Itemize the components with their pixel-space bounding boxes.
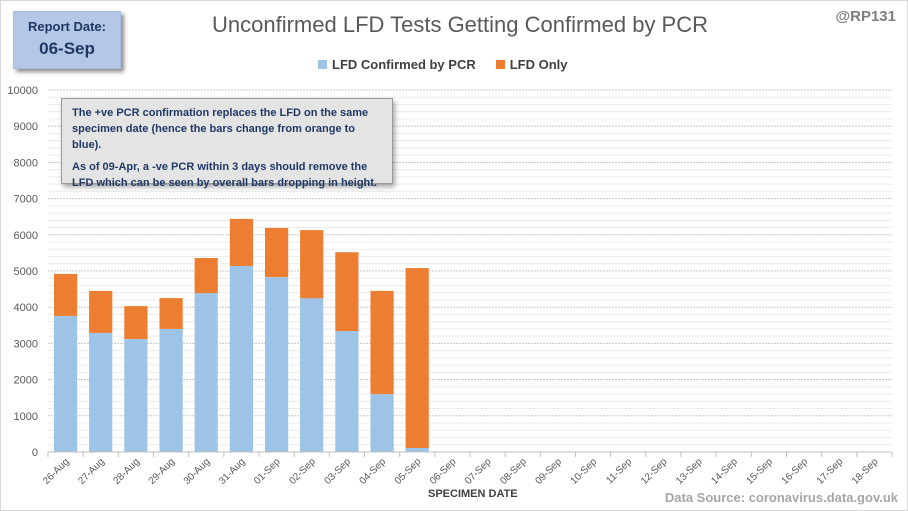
x-tick-label: 12-Sep [639, 456, 670, 487]
bar-confirmed-31-Aug [229, 265, 253, 452]
bar-lfd-only-26-Aug [54, 273, 78, 316]
x-tick-label: 03-Sep [322, 456, 353, 487]
x-tick-label: 02-Sep [287, 456, 318, 487]
y-axis-ticks: 0 1000 2000 3000 4000 5000 6000 7000 8000 9000 100… [7, 85, 38, 459]
x-tick-label: 08-Sep [498, 456, 529, 487]
x-tick-label: 28-Aug [111, 456, 142, 487]
bar-confirmed-02-Sep [300, 298, 324, 452]
x-tick-label: 29-Aug [147, 456, 178, 487]
x-tick-label: 30-Aug [182, 456, 213, 487]
note-line-1: The +ve PCR confirmation replaces the LF… [72, 107, 369, 151]
x-tick-label: 16-Sep [780, 456, 811, 487]
bar-lfd-only-27-Aug [89, 290, 113, 333]
bars [54, 218, 429, 452]
report-date-box: Report Date: 06-Sep [13, 11, 121, 69]
y-tick-label: 10000 [7, 85, 38, 97]
bar-confirmed-03-Sep [335, 331, 359, 452]
legend-swatch-confirmed [318, 60, 327, 69]
y-tick-label: 2000 [14, 375, 38, 387]
bar-confirmed-29-Aug [159, 328, 183, 452]
legend-item-lfd-only: LFD Only [495, 57, 568, 72]
chart-title: Unconfirmed LFD Tests Getting Confirmed … [212, 12, 708, 37]
legend-swatch-lfd-only [495, 60, 505, 69]
legend: LFD Confirmed by PCR LFD Only [318, 57, 568, 72]
bar-confirmed-30-Aug [194, 293, 218, 452]
bar-confirmed-04-Sep [370, 394, 394, 452]
x-tick-label: 01-Sep [252, 456, 283, 487]
y-tick-label: 4000 [14, 302, 38, 314]
x-tick-label: 07-Sep [463, 456, 494, 487]
x-tick-label: 04-Sep [358, 456, 389, 487]
legend-item-confirmed: LFD Confirmed by PCR [318, 57, 476, 72]
bar-confirmed-05-Sep [405, 448, 429, 452]
x-tick-label: 11-Sep [604, 456, 634, 486]
x-tick-label: 27-Aug [76, 456, 107, 487]
x-tick-label: 31-Aug [217, 456, 248, 487]
legend-label-confirmed: LFD Confirmed by PCR [332, 57, 476, 72]
x-tick-label: 13-Sep [674, 456, 705, 487]
bar-lfd-only-04-Sep [370, 290, 394, 395]
x-tick-label: 18-Sep [850, 456, 881, 487]
x-tick-label: 05-Sep [393, 456, 424, 487]
author-handle: @RP131 [835, 8, 897, 25]
report-date-value: 06-Sep [39, 39, 95, 58]
x-tick-label: 14-Sep [709, 456, 740, 487]
y-tick-label: 8000 [14, 157, 38, 169]
y-tick-label: 9000 [14, 121, 38, 133]
x-tick-label: 17-Sep [815, 456, 846, 487]
legend-label-lfd-only: LFD Only [509, 57, 568, 72]
y-tick-label: 1000 [14, 411, 38, 423]
x-tick-label: 26-Aug [41, 456, 72, 487]
x-axis-title: SPECIMEN DATE [428, 488, 518, 500]
report-date-label: Report Date: [27, 19, 106, 34]
bar-lfd-only-02-Sep [300, 230, 324, 299]
y-tick-label: 5000 [14, 266, 38, 278]
bar-lfd-only-31-Aug [229, 218, 253, 266]
annotation-note: The +ve PCR confirmation replaces the LF… [61, 98, 393, 189]
bar-confirmed-27-Aug [89, 332, 113, 452]
x-tick-label: 09-Sep [533, 456, 564, 487]
bar-lfd-only-01-Sep [265, 227, 289, 278]
bar-confirmed-28-Aug [124, 339, 148, 452]
x-tick-label: 10-Sep [569, 456, 600, 487]
note-line-2: As of 09-Apr, a -ve PCR within 3 days sh… [72, 161, 377, 189]
y-tick-label: 7000 [14, 194, 38, 206]
y-tick-label: 3000 [14, 338, 38, 350]
bar-lfd-only-28-Aug [124, 306, 148, 339]
bar-lfd-only-05-Sep [405, 268, 429, 448]
x-axis: 26-Aug 27-Aug 28-Aug 29-Aug 30-Aug 31-Aug 01-S… [41, 451, 893, 487]
y-tick-label: 6000 [14, 230, 38, 242]
gridlines [48, 89, 892, 453]
bar-lfd-only-29-Aug [159, 298, 183, 329]
data-source: Data Source: coronavirus.data.gov.uk [664, 490, 898, 505]
x-tick-label: 06-Sep [428, 456, 459, 487]
bar-lfd-only-30-Aug [194, 258, 218, 294]
x-tick-label: 15-Sep [744, 456, 775, 487]
bar-lfd-only-03-Sep [335, 252, 359, 332]
bar-confirmed-26-Aug [54, 315, 78, 452]
bar-confirmed-01-Sep [265, 277, 289, 452]
y-tick-label: 0 [32, 447, 38, 459]
